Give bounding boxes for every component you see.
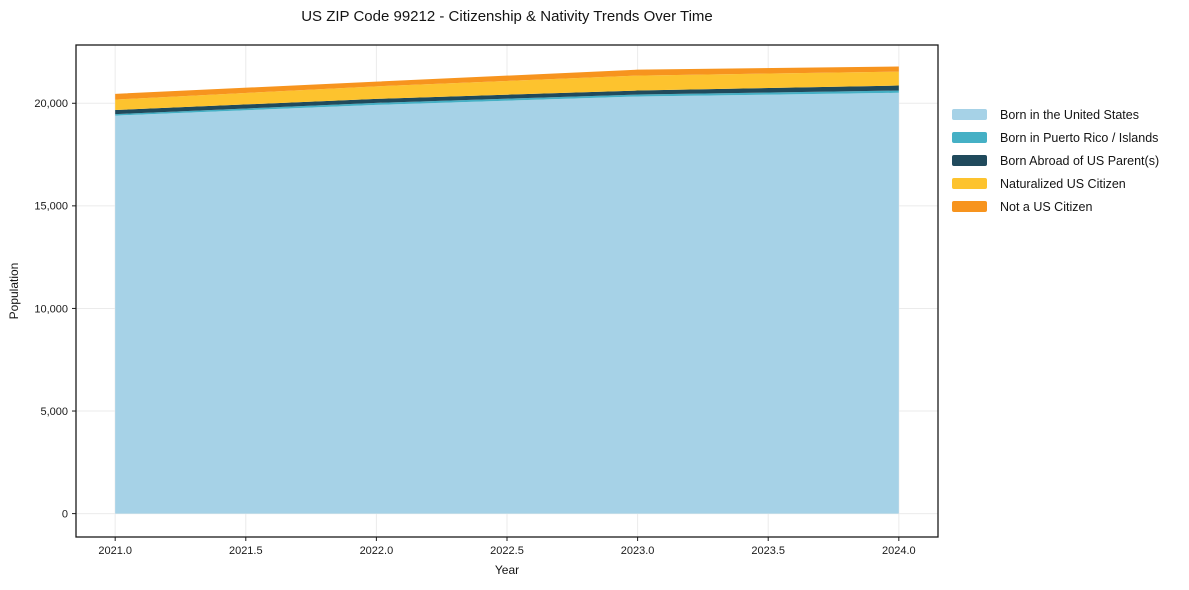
x-tick-label: 2024.0: [882, 545, 916, 557]
y-tick-label: 0: [62, 508, 68, 520]
x-tick-label: 2021.5: [229, 545, 263, 557]
legend-swatch: [952, 201, 987, 212]
x-axis-label: Year: [494, 563, 520, 577]
area-born-in-the-united-states: [115, 92, 899, 514]
y-tick-label: 10,000: [34, 303, 68, 315]
legend-swatch: [952, 132, 987, 143]
legend-item: Born in the United States: [952, 103, 1159, 126]
y-tick-label: 5,000: [40, 406, 68, 418]
area-not-a-us-citizen: [115, 66, 899, 100]
chart-title: US ZIP Code 99212 - Citizenship & Nativi…: [301, 8, 713, 25]
x-tick-label: 2021.0: [98, 545, 132, 557]
legend-item: Born Abroad of US Parent(s): [952, 149, 1159, 172]
area-naturalized-us-citizen: [115, 71, 899, 111]
legend-label: Not a US Citizen: [1000, 199, 1093, 214]
legend: Born in the United States Born in Puerto …: [952, 103, 1159, 218]
legend-label: Born in Puerto Rico / Islands: [1000, 130, 1159, 145]
legend-item: Naturalized US Citizen: [952, 172, 1159, 195]
y-tick-label: 15,000: [34, 201, 68, 213]
x-tick-label: 2022.5: [490, 545, 524, 557]
x-tick-label: 2023.5: [751, 545, 785, 557]
legend-swatch: [952, 178, 987, 189]
legend-item: Not a US Citizen: [952, 195, 1159, 218]
legend-label: Naturalized US Citizen: [1000, 176, 1126, 191]
y-tick-label: 20,000: [34, 98, 68, 110]
area-born-abroad-of-us-parent-s: [115, 85, 899, 115]
x-tick-label: 2022.0: [360, 545, 394, 557]
legend-swatch: [952, 155, 987, 166]
legend-label: Born in the United States: [1000, 107, 1139, 122]
legend-item: Born in Puerto Rico / Islands: [952, 126, 1159, 149]
x-tick-label: 2023.0: [621, 545, 655, 557]
legend-swatch: [952, 109, 987, 120]
area-born-in-puerto-rico-islands: [115, 90, 899, 116]
legend-label: Born Abroad of US Parent(s): [1000, 153, 1160, 168]
